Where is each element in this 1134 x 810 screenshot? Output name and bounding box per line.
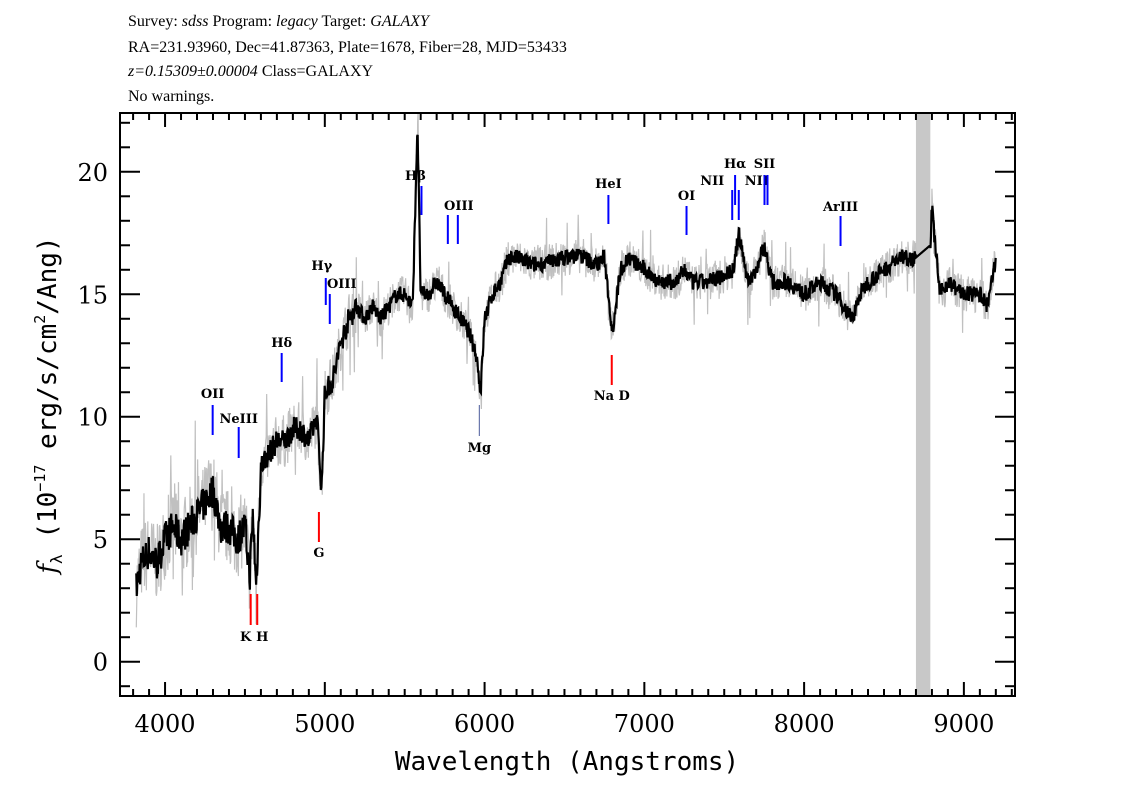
masked-band (916, 113, 930, 696)
emission-label: OI (678, 189, 695, 204)
absorption-label: H (256, 630, 268, 645)
raw-flux-series (136, 113, 995, 628)
x-tick-label: 5000 (294, 710, 355, 738)
y-tick-label: 20 (77, 159, 108, 187)
x-tick-label: 8000 (774, 710, 835, 738)
emission-label: OII (201, 387, 225, 402)
emission-label: OIII (327, 277, 357, 292)
emission-label: SII (754, 157, 776, 172)
emission-label: HeI (595, 177, 622, 192)
y-label-exp: −17 (31, 465, 49, 492)
x-tick-label: 4000 (135, 710, 196, 738)
y-tick-label: 15 (77, 281, 108, 309)
y-label-post: /Ang) (33, 236, 63, 314)
emission-label: NeIII (220, 412, 258, 427)
absorption-label: K (240, 630, 252, 645)
y-tick-label: 0 (93, 649, 108, 677)
absorption-label: Mg (468, 441, 491, 456)
y-label-sub: λ (47, 554, 66, 564)
y-label-mid: erg/s/cm (33, 324, 63, 465)
emission-label: Hγ (311, 259, 332, 274)
spectrum-chart: OIINeIIIHδHγOIIIHβOIIIHeIOINIIHαNIISIIAr… (0, 0, 1134, 810)
smoothed-spectrum-series (136, 123, 996, 596)
emission-label: ArIII (822, 200, 858, 215)
y-tick-label: 10 (77, 404, 108, 432)
absorption-label: G (313, 546, 324, 561)
emission-label: Hδ (271, 336, 292, 351)
axis-ticks: 4000 5000 6000 7000 8000 9000 0 5 10 15 20 (77, 113, 1015, 738)
masked-region (916, 113, 930, 696)
x-tick-label: 9000 (933, 710, 994, 738)
y-label-exp2: 2 (31, 315, 49, 324)
y-axis-label: fλ (10−17 erg/s/cm2/Ang) (31, 236, 66, 575)
spectrum-line (136, 135, 995, 596)
line-markers: OIINeIIIHδHγOIIIHβOIIIHeIOINIIHαNIISIIAr… (201, 157, 858, 645)
x-tick-label: 6000 (454, 710, 515, 738)
y-tick-label: 5 (93, 526, 108, 554)
x-axis-label: Wavelength (Angstroms) (395, 747, 739, 777)
y-label-pre: (10 (33, 492, 63, 555)
raw-flux-line (136, 113, 995, 628)
emission-label: Hβ (405, 169, 426, 184)
emission-label: NII (700, 174, 724, 189)
absorption-label: Na D (594, 389, 630, 404)
emission-label: Hα (724, 157, 746, 172)
plot-frame (120, 113, 1015, 696)
emission-label: OIII (444, 199, 474, 214)
x-tick-label: 7000 (614, 710, 675, 738)
